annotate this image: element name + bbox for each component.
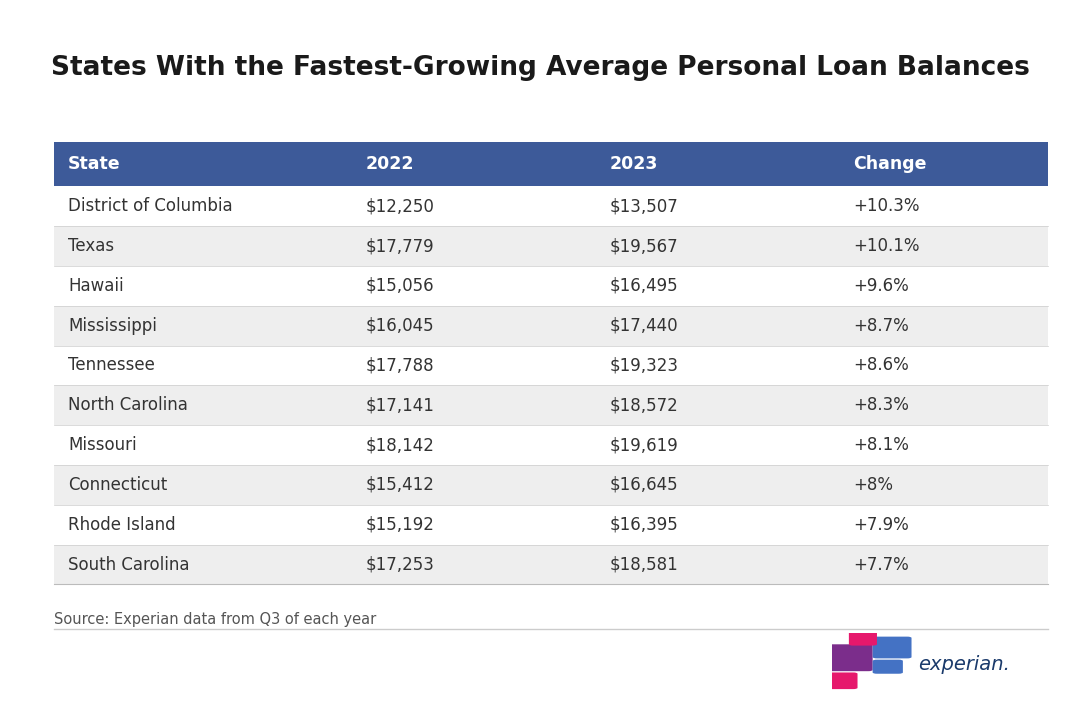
Text: $18,581: $18,581 — [609, 555, 678, 574]
Text: Missouri: Missouri — [68, 436, 137, 454]
Text: experian.: experian. — [918, 656, 1010, 674]
Text: +7.7%: +7.7% — [853, 555, 908, 574]
Text: $15,412: $15,412 — [366, 476, 435, 494]
Text: South Carolina: South Carolina — [68, 555, 190, 574]
Text: +8.6%: +8.6% — [853, 356, 908, 375]
Text: $19,567: $19,567 — [609, 237, 678, 255]
Text: $16,045: $16,045 — [366, 316, 435, 335]
Text: Hawaii: Hawaii — [68, 277, 124, 295]
Text: $17,141: $17,141 — [366, 396, 435, 415]
FancyBboxPatch shape — [849, 631, 877, 646]
Text: +10.3%: +10.3% — [853, 197, 919, 215]
Text: $17,788: $17,788 — [366, 356, 435, 375]
Text: +8%: +8% — [853, 476, 893, 494]
Text: $15,192: $15,192 — [366, 515, 435, 534]
Text: Source: Experian data from Q3 of each year: Source: Experian data from Q3 of each ye… — [54, 612, 376, 628]
FancyBboxPatch shape — [873, 636, 912, 658]
Text: $17,779: $17,779 — [366, 237, 435, 255]
Text: $18,572: $18,572 — [609, 396, 678, 415]
Text: State: State — [68, 155, 121, 173]
Text: Change: Change — [853, 155, 927, 173]
FancyBboxPatch shape — [873, 660, 903, 674]
Text: 2022: 2022 — [366, 155, 415, 173]
FancyBboxPatch shape — [827, 644, 873, 671]
Text: $16,645: $16,645 — [609, 476, 678, 494]
Text: $18,142: $18,142 — [366, 436, 435, 454]
Text: States With the Fastest-Growing Average Personal Loan Balances: States With the Fastest-Growing Average … — [51, 55, 1029, 80]
Text: +9.6%: +9.6% — [853, 277, 908, 295]
Text: $17,440: $17,440 — [609, 316, 678, 335]
Text: $15,056: $15,056 — [366, 277, 435, 295]
Text: Rhode Island: Rhode Island — [68, 515, 176, 534]
Text: $12,250: $12,250 — [366, 197, 435, 215]
Text: North Carolina: North Carolina — [68, 396, 188, 415]
FancyBboxPatch shape — [827, 673, 858, 689]
Text: +8.7%: +8.7% — [853, 316, 908, 335]
Text: $19,323: $19,323 — [609, 356, 678, 375]
Text: $16,395: $16,395 — [609, 515, 678, 534]
Text: +10.1%: +10.1% — [853, 237, 919, 255]
Text: +8.3%: +8.3% — [853, 396, 909, 415]
Text: $19,619: $19,619 — [609, 436, 678, 454]
Text: Tennessee: Tennessee — [68, 356, 154, 375]
Text: Texas: Texas — [68, 237, 114, 255]
Text: $16,495: $16,495 — [609, 277, 678, 295]
Text: +8.1%: +8.1% — [853, 436, 909, 454]
Text: +7.9%: +7.9% — [853, 515, 908, 534]
Text: Connecticut: Connecticut — [68, 476, 167, 494]
Text: District of Columbia: District of Columbia — [68, 197, 232, 215]
Text: 2023: 2023 — [609, 155, 658, 173]
Text: $13,507: $13,507 — [609, 197, 678, 215]
Text: $17,253: $17,253 — [366, 555, 435, 574]
Text: Mississippi: Mississippi — [68, 316, 157, 335]
